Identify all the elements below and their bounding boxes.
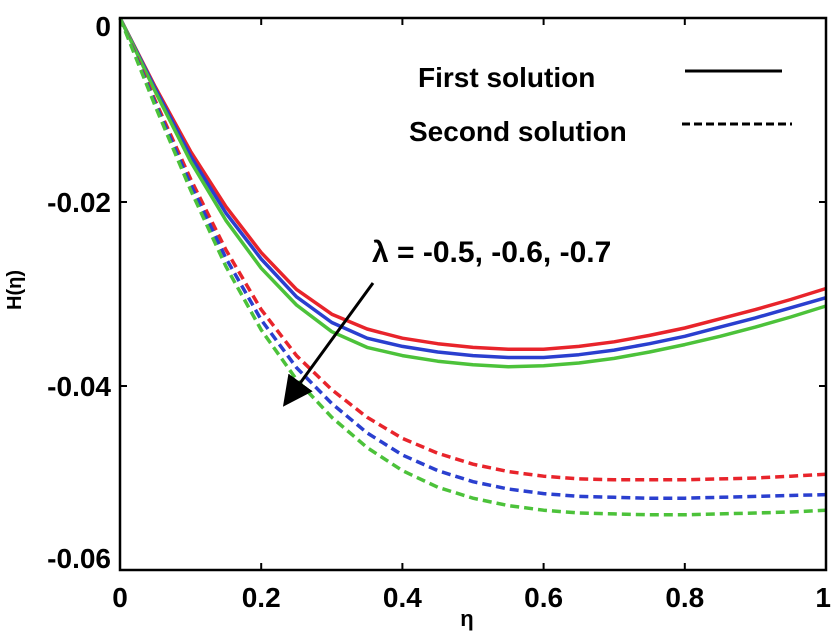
x-tick-label: 0: [112, 582, 128, 613]
x-axis: 0 0.2 0.4 0.6 0.8 1: [112, 18, 831, 613]
x-axis-label: η: [460, 606, 473, 631]
series-line-first-lambda-neg0_6: [118, 17, 827, 360]
x-tick-label: 1: [815, 582, 831, 613]
lambda-annotation-text: λ = -0.5, -0.6, -0.7: [372, 236, 611, 269]
legend-label-second: Second solution: [409, 116, 627, 147]
lambda-annotation: λ = -0.5, -0.6, -0.7: [282, 236, 611, 407]
y-tick-label: 0: [95, 11, 111, 42]
y-axis: 0 -0.02 -0.04 -0.06: [47, 11, 826, 574]
series-layer: [118, 17, 827, 517]
plot-frame: [118, 16, 828, 572]
series-line-first-lambda-neg0_7: [118, 17, 827, 369]
lambda-arrow: [282, 282, 375, 407]
series-line-first-lambda-neg0_5: [118, 17, 827, 351]
x-tick-label: 0.2: [242, 582, 281, 613]
series-line-second-lambda-neg0_5: [118, 17, 827, 482]
x-tick-label: 0.6: [524, 582, 563, 613]
legend-label-first: First solution: [418, 62, 595, 93]
y-tick-label: -0.06: [47, 543, 111, 574]
x-tick-label: 0.4: [383, 582, 422, 613]
y-tick-label: -0.04: [47, 371, 111, 402]
x-tick-label: 0.8: [665, 582, 704, 613]
y-tick-label: -0.02: [47, 187, 111, 218]
legend: First solution Second solution: [409, 62, 792, 147]
series-line-second-lambda-neg0_7: [118, 17, 827, 517]
series-line-second-lambda-neg0_6: [118, 17, 827, 500]
y-axis-label: H(η): [4, 270, 26, 310]
